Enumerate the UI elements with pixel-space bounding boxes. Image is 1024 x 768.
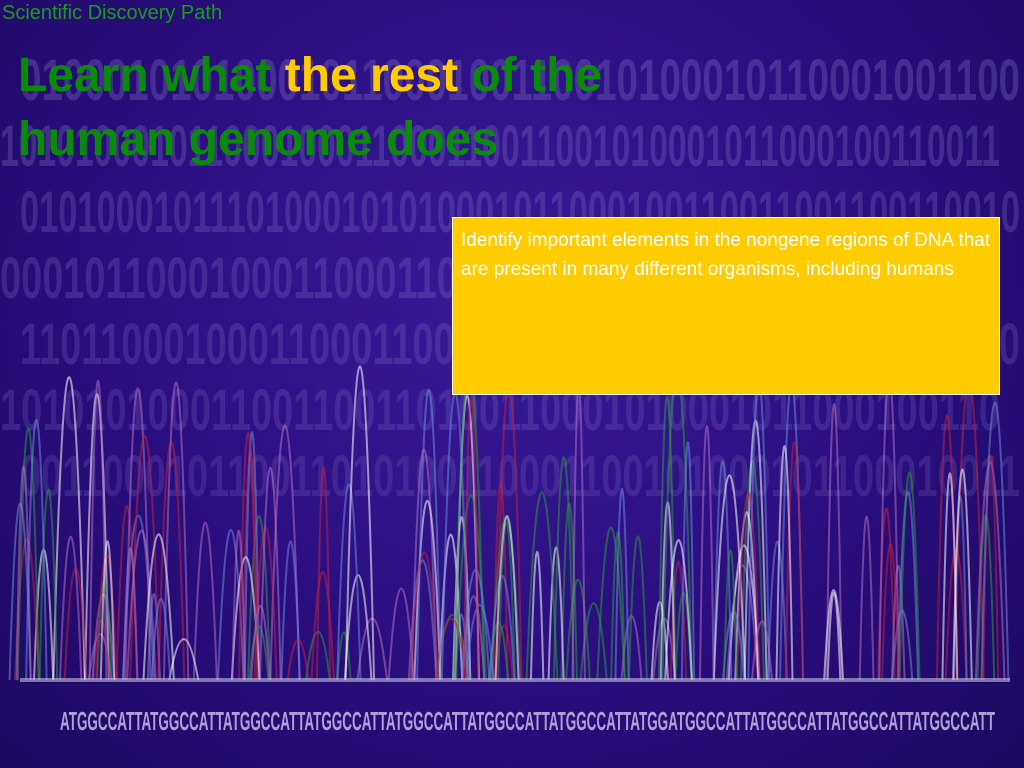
- trace-peak: [231, 530, 247, 681]
- trace-peak: [126, 530, 157, 681]
- trace-peak: [59, 535, 83, 681]
- trace-peak: [88, 380, 108, 681]
- trace-peak: [698, 424, 715, 681]
- trace-peak: [825, 402, 843, 681]
- dna-sequence: ATGGCCATTATGGCCATTATGGCCATTATGGCCATTATGG…: [60, 706, 995, 736]
- trace-peak: [775, 444, 794, 681]
- trace-peak: [259, 466, 282, 681]
- trace-peak: [84, 392, 110, 681]
- title-part: the rest: [284, 49, 459, 102]
- trace-peak: [280, 540, 301, 681]
- trace-peak: [95, 553, 118, 681]
- trace-peak: [150, 598, 172, 681]
- trace-peak: [734, 511, 760, 681]
- trace-peak: [92, 620, 111, 681]
- trace-peak: [823, 589, 845, 681]
- slide-title: Learn what the rest of the human genome …: [18, 44, 738, 172]
- trace-peak: [63, 567, 88, 681]
- trace-peak: [416, 388, 442, 681]
- binary-row: 1010100010110001000110001100110010100010…: [0, 114, 1000, 179]
- trace-peak: [980, 401, 1010, 681]
- trace-peak: [99, 540, 116, 681]
- title-part: Learn what: [18, 49, 285, 102]
- trace-peak: [315, 466, 332, 681]
- trace-peak: [881, 542, 901, 681]
- title-part: of the human genome does: [18, 49, 603, 166]
- trace-peak: [529, 551, 545, 681]
- trace-peak: [898, 471, 921, 681]
- trace-peak: [413, 500, 442, 681]
- trace-peak: [891, 609, 914, 681]
- trace-peak: [463, 396, 480, 681]
- trace-peak: [124, 387, 152, 681]
- trace-peak: [310, 571, 335, 681]
- trace-peak: [743, 420, 768, 681]
- callout-box: Identify important elements in the nonge…: [452, 217, 1000, 395]
- trace-peak: [610, 531, 626, 681]
- trace-peak: [269, 424, 301, 681]
- trace-peak: [739, 460, 765, 681]
- trace-peak: [750, 620, 773, 681]
- trace-peak: [387, 587, 415, 681]
- trace-peak: [52, 376, 86, 681]
- trace-peak: [286, 639, 310, 681]
- trace-peak: [974, 461, 1006, 681]
- trace-peak: [142, 533, 175, 681]
- baseline: [20, 678, 1010, 682]
- trace-peak: [343, 574, 373, 681]
- trace-peak: [736, 491, 761, 681]
- trace-peak: [826, 591, 842, 681]
- trace-peak: [723, 549, 738, 681]
- trace-peak: [248, 625, 270, 681]
- trace-peak: [941, 472, 959, 681]
- trace-peak: [409, 551, 440, 681]
- trace-peak: [497, 521, 516, 681]
- trace-peak: [250, 605, 271, 681]
- trace-peak: [560, 502, 578, 681]
- trace-peak: [552, 456, 575, 681]
- trace-peak: [565, 579, 591, 681]
- trace-peak: [525, 491, 559, 681]
- trace-peak: [664, 538, 693, 681]
- trace-peak: [192, 521, 218, 681]
- trace-peak: [657, 395, 677, 681]
- trace-peak: [858, 515, 875, 681]
- trace-peak: [766, 540, 788, 681]
- trace-peak: [25, 419, 48, 681]
- trace-peak: [712, 460, 733, 681]
- trace-peak: [464, 604, 495, 681]
- trace-peak: [243, 430, 261, 681]
- trace-peak: [336, 631, 352, 681]
- trace-peak: [784, 440, 805, 681]
- binary-row: 0011000101100110101001100011001010001011…: [20, 444, 1020, 509]
- trace-peak: [344, 365, 376, 681]
- header-label: Scientific Discovery Path: [2, 2, 223, 24]
- trace-peak: [547, 546, 565, 681]
- trace-peak: [247, 514, 272, 681]
- trace-peak: [87, 633, 113, 681]
- trace-peak: [627, 535, 648, 681]
- trace-peak: [162, 381, 190, 681]
- trace-peak: [336, 483, 362, 681]
- trace-peak: [896, 491, 920, 681]
- trace-peak: [16, 427, 40, 681]
- trace-peak: [494, 514, 520, 681]
- trace-peak: [38, 489, 59, 681]
- trace-peak: [614, 488, 630, 681]
- trace-peak: [122, 547, 139, 681]
- binary-row: 0100010101000101100010011001010001011000…: [20, 48, 1020, 113]
- trace-peak: [168, 638, 200, 681]
- trace-peak: [891, 564, 906, 681]
- trace-peak: [596, 526, 626, 681]
